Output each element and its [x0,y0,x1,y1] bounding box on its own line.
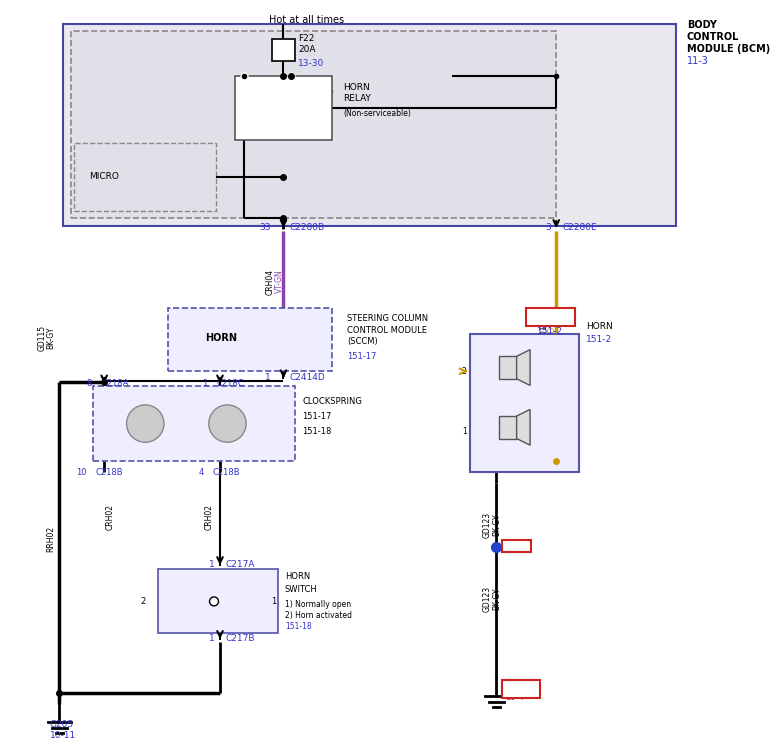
Circle shape [210,597,219,606]
Text: 2: 2 [140,597,146,606]
Text: C131: C131 [526,453,549,462]
Text: HORN: HORN [586,322,613,331]
Text: YE-RD: YE-RD [548,326,557,350]
Text: G107: G107 [504,682,531,692]
Text: 151-17: 151-17 [347,352,376,361]
Text: 151-2: 151-2 [586,334,612,344]
Text: 1: 1 [271,597,276,606]
Text: MODULE (BCM): MODULE (BCM) [687,44,771,54]
Text: 1: 1 [265,373,271,382]
Polygon shape [517,410,530,446]
Text: 10-4: 10-4 [504,693,524,702]
Text: C218A: C218A [101,380,129,388]
Text: HORN: HORN [205,333,237,343]
Bar [272,39,295,62]
Text: 13-30: 13-30 [299,59,324,68]
Bar [235,76,332,140]
Text: G205: G205 [50,720,74,729]
Circle shape [209,405,246,442]
Text: 33: 33 [259,223,271,232]
Bar [63,24,676,226]
Text: 1: 1 [202,380,207,388]
Text: C218B: C218B [96,468,123,477]
Text: CONTROL MODULE: CONTROL MODULE [347,326,427,334]
Text: CRH02: CRH02 [106,504,115,530]
Circle shape [126,405,164,442]
Bar [499,416,517,439]
Text: 3: 3 [546,223,551,232]
Text: 2) Horn activated: 2) Horn activated [285,611,352,620]
Bar [71,32,556,218]
Text: GD123: GD123 [483,586,492,612]
Text: C2414A: C2414A [289,334,324,344]
Text: C2280B: C2280B [289,223,324,232]
Text: C218B: C218B [213,468,240,477]
Text: 151-17: 151-17 [302,412,331,421]
Text: (SCCM): (SCCM) [347,337,378,346]
Text: S114: S114 [504,542,525,550]
Text: CLOCKSPRING: CLOCKSPRING [302,397,362,406]
Text: GD115: GD115 [38,325,47,351]
Text: 10: 10 [77,468,87,477]
Text: 2: 2 [462,367,466,376]
Text: RELAY: RELAY [343,94,371,103]
Bar [502,680,540,698]
Text: BK-GY: BK-GY [492,513,501,535]
Text: 1: 1 [209,634,215,643]
Text: C217B: C217B [226,634,255,643]
Text: MICRO: MICRO [89,172,119,182]
Bar [74,143,217,211]
Text: HORN: HORN [534,313,566,322]
Text: 151-18: 151-18 [302,427,331,436]
Text: C217A: C217A [226,560,255,568]
Text: 8: 8 [265,334,271,344]
Text: HORN: HORN [343,82,370,92]
Text: CRH02: CRH02 [204,504,213,530]
Text: HORN: HORN [285,572,310,581]
Text: C218C: C218C [217,380,244,388]
Bar [158,569,278,633]
Bar [526,308,575,326]
Text: 151-2: 151-2 [537,327,563,336]
Text: C2414D: C2414D [289,373,325,382]
Text: 8: 8 [86,380,92,388]
Text: BODY: BODY [687,20,717,30]
Text: 1: 1 [462,427,466,436]
Text: 4: 4 [199,468,203,477]
Text: SWITCH: SWITCH [285,585,317,594]
Text: 10-11: 10-11 [50,730,76,740]
Text: 151-18: 151-18 [285,622,312,632]
Bar [499,356,517,379]
Text: (Non-serviceable): (Non-serviceable) [343,109,411,118]
Text: 1: 1 [209,560,215,568]
Text: GD123: GD123 [483,512,492,538]
Text: Hot at all times: Hot at all times [268,15,344,25]
Text: CONTROL: CONTROL [687,32,740,42]
Text: 11-3: 11-3 [687,56,708,66]
Text: BK-GY: BK-GY [492,588,501,610]
Text: STEERING COLUMN: STEERING COLUMN [347,314,428,323]
Bar [93,386,295,461]
Bar [470,334,579,472]
Text: F22: F22 [299,34,315,44]
Text: BK-GY: BK-GY [46,326,55,349]
Text: RRH02: RRH02 [46,526,55,553]
Text: 1) Normally open: 1) Normally open [285,600,351,609]
Polygon shape [517,350,530,386]
Bar [502,540,531,552]
Text: SRH01: SRH01 [539,325,548,350]
Text: C2280E: C2280E [562,223,597,232]
Text: CRH04: CRH04 [265,268,275,295]
Bar [168,308,332,371]
Text: VT-GN: VT-GN [275,270,284,293]
Text: 20A: 20A [299,46,316,55]
